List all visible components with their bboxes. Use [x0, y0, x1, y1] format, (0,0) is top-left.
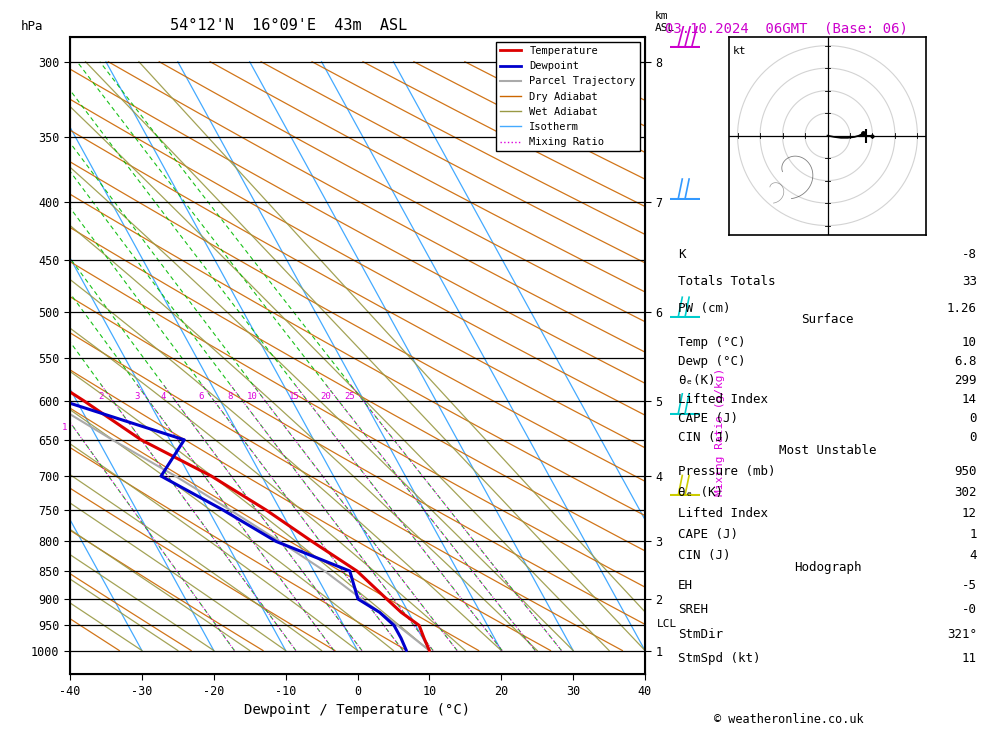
- Text: hPa: hPa: [21, 21, 44, 34]
- Text: 2: 2: [98, 392, 103, 402]
- Text: 8: 8: [227, 392, 233, 402]
- Text: 3: 3: [134, 392, 139, 402]
- Text: km
ASL: km ASL: [655, 12, 675, 33]
- Text: StmSpd (kt): StmSpd (kt): [678, 652, 761, 665]
- Text: 321°: 321°: [947, 627, 977, 641]
- Text: Lifted Index: Lifted Index: [678, 393, 768, 406]
- Text: kt: kt: [733, 45, 747, 56]
- Text: SREH: SREH: [678, 603, 708, 616]
- Text: StmDir: StmDir: [678, 627, 723, 641]
- Text: Most Unstable: Most Unstable: [779, 444, 876, 457]
- Text: CIN (J): CIN (J): [678, 431, 730, 444]
- Text: 20: 20: [320, 392, 331, 402]
- Text: Mixing Ratio (g/kg): Mixing Ratio (g/kg): [715, 368, 725, 496]
- Text: 1: 1: [970, 528, 977, 541]
- Text: K: K: [678, 248, 686, 261]
- Text: 10: 10: [962, 336, 977, 349]
- Text: 302: 302: [954, 486, 977, 499]
- Text: 950: 950: [954, 465, 977, 478]
- Text: 0: 0: [970, 412, 977, 425]
- Title: 54°12'N  16°09'E  43m  ASL: 54°12'N 16°09'E 43m ASL: [170, 18, 407, 33]
- Text: -8: -8: [962, 248, 977, 261]
- Text: θₑ(K): θₑ(K): [678, 374, 716, 387]
- Text: © weatheronline.co.uk: © weatheronline.co.uk: [714, 712, 863, 726]
- Text: -5: -5: [962, 579, 977, 592]
- Text: 4: 4: [160, 392, 166, 402]
- Text: 6: 6: [199, 392, 204, 402]
- Text: 10: 10: [247, 392, 258, 402]
- Text: 25: 25: [345, 392, 355, 402]
- Text: 299: 299: [954, 374, 977, 387]
- Text: EH: EH: [678, 579, 693, 592]
- Text: 6.8: 6.8: [954, 355, 977, 368]
- Text: 14: 14: [962, 393, 977, 406]
- Text: θₑ (K): θₑ (K): [678, 486, 723, 499]
- Text: CAPE (J): CAPE (J): [678, 528, 738, 541]
- Text: Hodograph: Hodograph: [794, 561, 861, 574]
- Legend: Temperature, Dewpoint, Parcel Trajectory, Dry Adiabat, Wet Adiabat, Isotherm, Mi: Temperature, Dewpoint, Parcel Trajectory…: [496, 42, 640, 152]
- Text: Lifted Index: Lifted Index: [678, 507, 768, 520]
- Text: 11: 11: [962, 652, 977, 665]
- Text: Totals Totals: Totals Totals: [678, 275, 776, 288]
- Text: 15: 15: [289, 392, 300, 402]
- Text: 33: 33: [962, 275, 977, 288]
- Text: 03.10.2024  06GMT  (Base: 06): 03.10.2024 06GMT (Base: 06): [665, 22, 908, 36]
- X-axis label: Dewpoint / Temperature (°C): Dewpoint / Temperature (°C): [244, 704, 471, 718]
- Text: CAPE (J): CAPE (J): [678, 412, 738, 425]
- Text: CIN (J): CIN (J): [678, 549, 730, 562]
- Text: PW (cm): PW (cm): [678, 302, 730, 314]
- Text: 12: 12: [962, 507, 977, 520]
- Text: Surface: Surface: [801, 313, 854, 326]
- Text: Dewp (°C): Dewp (°C): [678, 355, 746, 368]
- Text: 4: 4: [970, 549, 977, 562]
- Text: LCL: LCL: [656, 619, 677, 630]
- Text: 0: 0: [970, 431, 977, 444]
- Text: 1.26: 1.26: [947, 302, 977, 314]
- Text: Pressure (mb): Pressure (mb): [678, 465, 776, 478]
- Text: 1: 1: [62, 423, 68, 432]
- Text: Temp (°C): Temp (°C): [678, 336, 746, 349]
- Text: -0: -0: [962, 603, 977, 616]
